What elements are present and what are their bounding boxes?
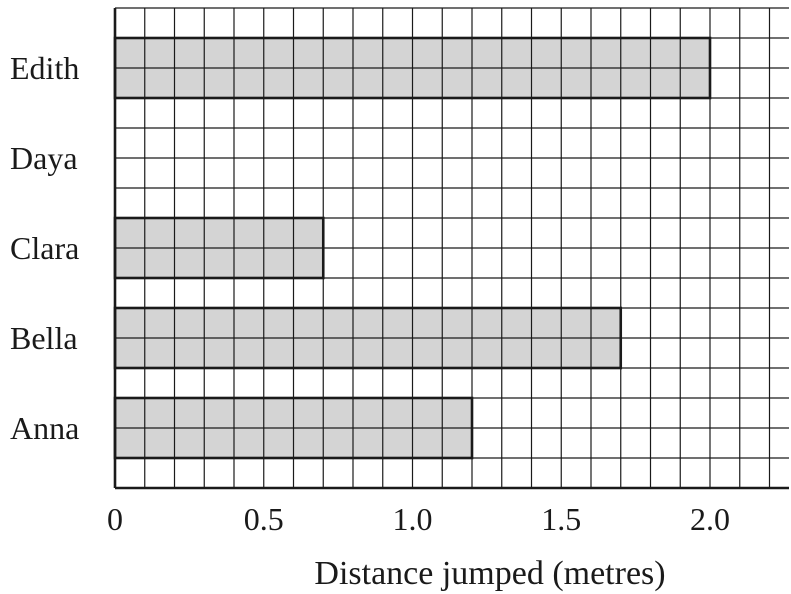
tick-labels: 0 0.5 1.0 1.5 2.0 — [107, 501, 730, 537]
x-tick-label: 0 — [107, 501, 123, 537]
axes — [113, 8, 789, 490]
category-label-daya: Daya — [10, 140, 78, 176]
x-axis-title: Distance jumped (metres) — [314, 555, 665, 592]
bar-bella — [113, 306, 623, 370]
bar-clara — [113, 216, 325, 280]
x-tick-label: 1.0 — [393, 501, 433, 537]
x-tick-label: 1.5 — [541, 501, 581, 537]
bar-anna — [113, 396, 474, 460]
bars — [113, 36, 712, 460]
category-labels: Anna Bella Clara Daya Edith — [10, 50, 79, 446]
x-tick-label: 0.5 — [244, 501, 284, 537]
category-label-anna: Anna — [10, 410, 79, 446]
category-label-bella: Bella — [10, 320, 78, 356]
category-label-clara: Clara — [10, 230, 79, 266]
bar-edith — [113, 36, 712, 100]
x-tick-label: 2.0 — [690, 501, 730, 537]
category-label-edith: Edith — [10, 50, 79, 86]
